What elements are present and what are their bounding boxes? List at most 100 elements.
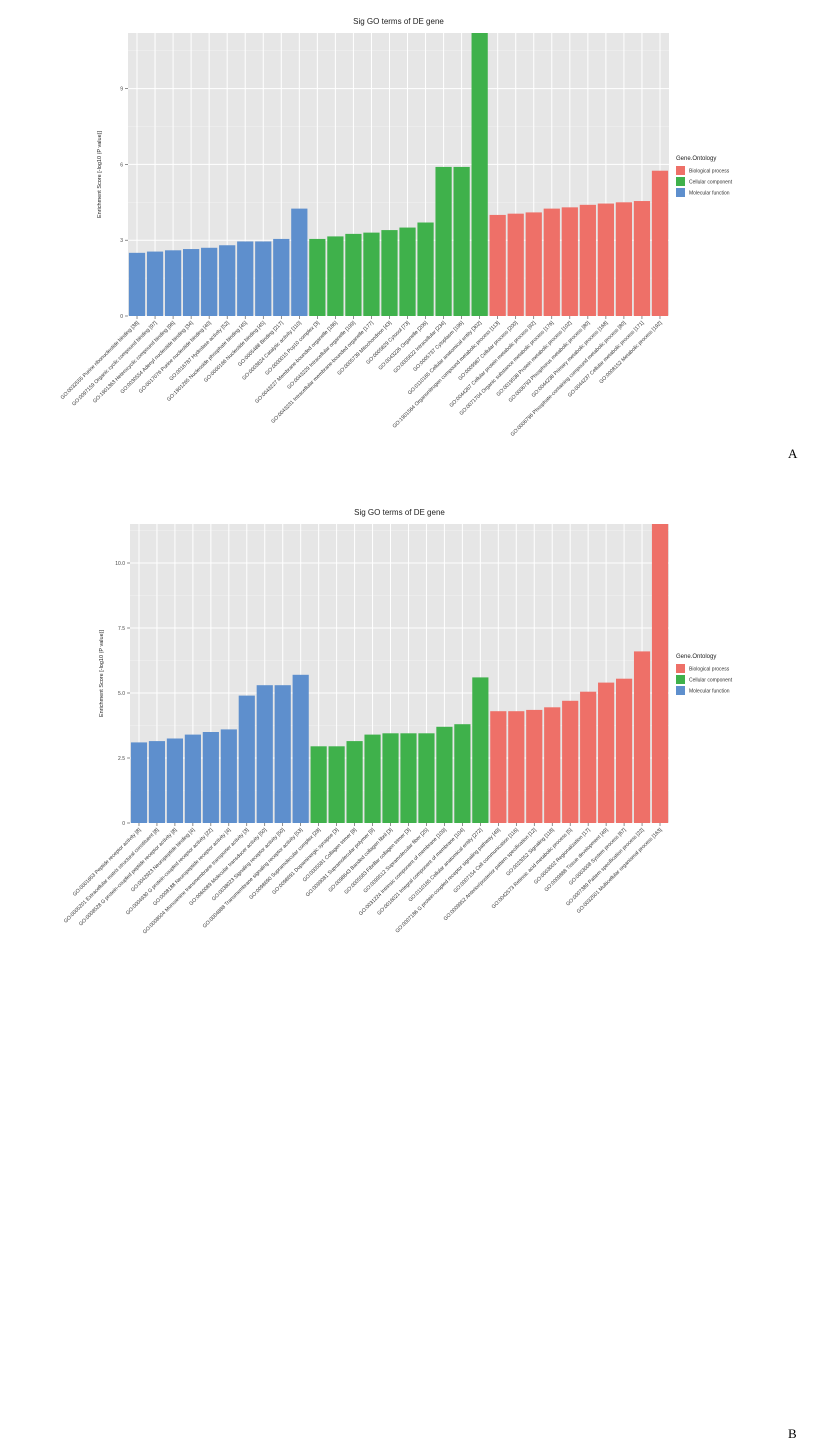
bar xyxy=(597,203,614,316)
legend-swatch xyxy=(676,686,685,695)
y-axis-label: Enrichment Score [-log10 (P value)] xyxy=(97,131,103,218)
chart-panel-a: Sig GO terms of DE gene 0 3 6 9 GO:0032555 Pu… xyxy=(0,0,828,490)
panel-label-b: B xyxy=(788,1426,797,1441)
legend-entry: Biological process xyxy=(689,667,730,673)
bar xyxy=(526,709,543,823)
y-tick-label: 0 xyxy=(120,314,123,320)
bar xyxy=(166,738,184,823)
bar xyxy=(146,251,164,316)
bar xyxy=(309,238,326,316)
y-tick-label: 3 xyxy=(120,238,123,244)
bar xyxy=(256,685,273,823)
bar xyxy=(525,212,542,316)
bar xyxy=(453,166,470,316)
x-tick-label: GO:0032501 Multicellular organismal proc… xyxy=(576,827,664,915)
y-tick-label: 9 xyxy=(120,87,123,93)
bar xyxy=(219,245,236,316)
bar xyxy=(651,524,669,823)
bar xyxy=(183,249,200,316)
bar xyxy=(417,222,434,316)
bar xyxy=(562,700,579,823)
bar xyxy=(615,202,633,316)
x-tick-label: GO:0099512 Supramolecular fiber [25] xyxy=(363,827,431,895)
legend-entry: Biological process xyxy=(689,169,730,175)
legend-title: Gene.Ontology xyxy=(676,654,716,660)
y-tick-label: 10.0 xyxy=(115,561,125,567)
y-tick-label: 0 xyxy=(122,821,125,827)
bar xyxy=(164,250,182,316)
chart-title: Sig GO terms of DE gene xyxy=(353,17,444,26)
x-tick-label: GO:0005583 Fibrillar collagen trimer [3] xyxy=(343,827,412,896)
bar xyxy=(130,742,148,823)
bar xyxy=(363,232,380,316)
y-tick-label: 6 xyxy=(120,162,123,168)
bar xyxy=(327,236,344,316)
legend-swatch xyxy=(676,675,685,684)
x-tick-label: GO:0007154 Cell communication [116] xyxy=(453,827,521,895)
bar xyxy=(544,707,561,823)
bar xyxy=(436,726,453,823)
bar xyxy=(273,238,290,316)
bar xyxy=(291,208,308,316)
bar xyxy=(274,685,291,823)
legend-swatch xyxy=(676,177,685,186)
bar xyxy=(454,724,471,823)
bar xyxy=(543,208,560,316)
legend-swatch xyxy=(676,664,685,673)
bar xyxy=(561,207,578,316)
chart-panel-b: Sig GO terms of DE gene 0 2.5 5.0 7.5 10.0 GO:… xyxy=(0,490,828,1441)
x-tick-label: GO:1901363 Heterocyclic compound binding… xyxy=(92,320,177,405)
panel-label-a: A xyxy=(788,446,798,461)
legend-entry: Molecular function xyxy=(689,689,730,695)
chart-b-svg: Sig GO terms of DE gene 0 2.5 5.0 7.5 10.0 GO:… xyxy=(63,508,733,935)
bar xyxy=(418,733,435,823)
bar xyxy=(400,733,417,823)
bar xyxy=(598,682,615,823)
bar xyxy=(292,674,309,823)
bar xyxy=(507,213,524,316)
bar xyxy=(381,230,398,316)
bar xyxy=(471,33,488,316)
bar xyxy=(364,734,381,823)
legend-entry: Cellular component xyxy=(689,180,733,186)
bar xyxy=(580,691,597,823)
bar xyxy=(399,227,416,316)
bar xyxy=(489,214,506,316)
bar xyxy=(220,729,237,823)
plot-background xyxy=(130,524,669,823)
bar xyxy=(310,746,327,823)
bar xyxy=(615,678,633,823)
bar xyxy=(148,741,166,823)
bar xyxy=(345,233,362,316)
bar xyxy=(508,711,525,823)
bar xyxy=(238,695,255,823)
legend-swatch xyxy=(676,188,685,197)
y-tick-label: 2.5 xyxy=(118,756,125,762)
plot-background xyxy=(128,33,669,316)
y-tick-label: 7.5 xyxy=(118,626,125,632)
bar xyxy=(201,247,218,316)
bar xyxy=(633,201,651,316)
bar xyxy=(328,746,345,823)
y-axis-label: Enrichment Score [-log10 (P value)] xyxy=(99,630,105,717)
bar xyxy=(237,241,254,316)
bar xyxy=(382,733,399,823)
bar xyxy=(184,734,201,823)
bar xyxy=(128,252,146,316)
bar xyxy=(435,166,452,316)
legend-entry: Cellular component xyxy=(689,678,733,684)
chart-title: Sig GO terms of DE gene xyxy=(354,508,445,517)
legend-swatch xyxy=(676,166,685,175)
y-tick-label: 5.0 xyxy=(118,691,125,697)
bar xyxy=(490,711,507,823)
bar xyxy=(633,651,651,823)
bar xyxy=(472,677,489,823)
legend-entry: Molecular function xyxy=(689,191,730,197)
bar xyxy=(579,204,596,316)
bar xyxy=(202,732,219,823)
bar xyxy=(255,241,272,316)
bar xyxy=(346,741,363,823)
bar xyxy=(651,170,669,316)
legend-title: Gene.Ontology xyxy=(676,156,716,162)
